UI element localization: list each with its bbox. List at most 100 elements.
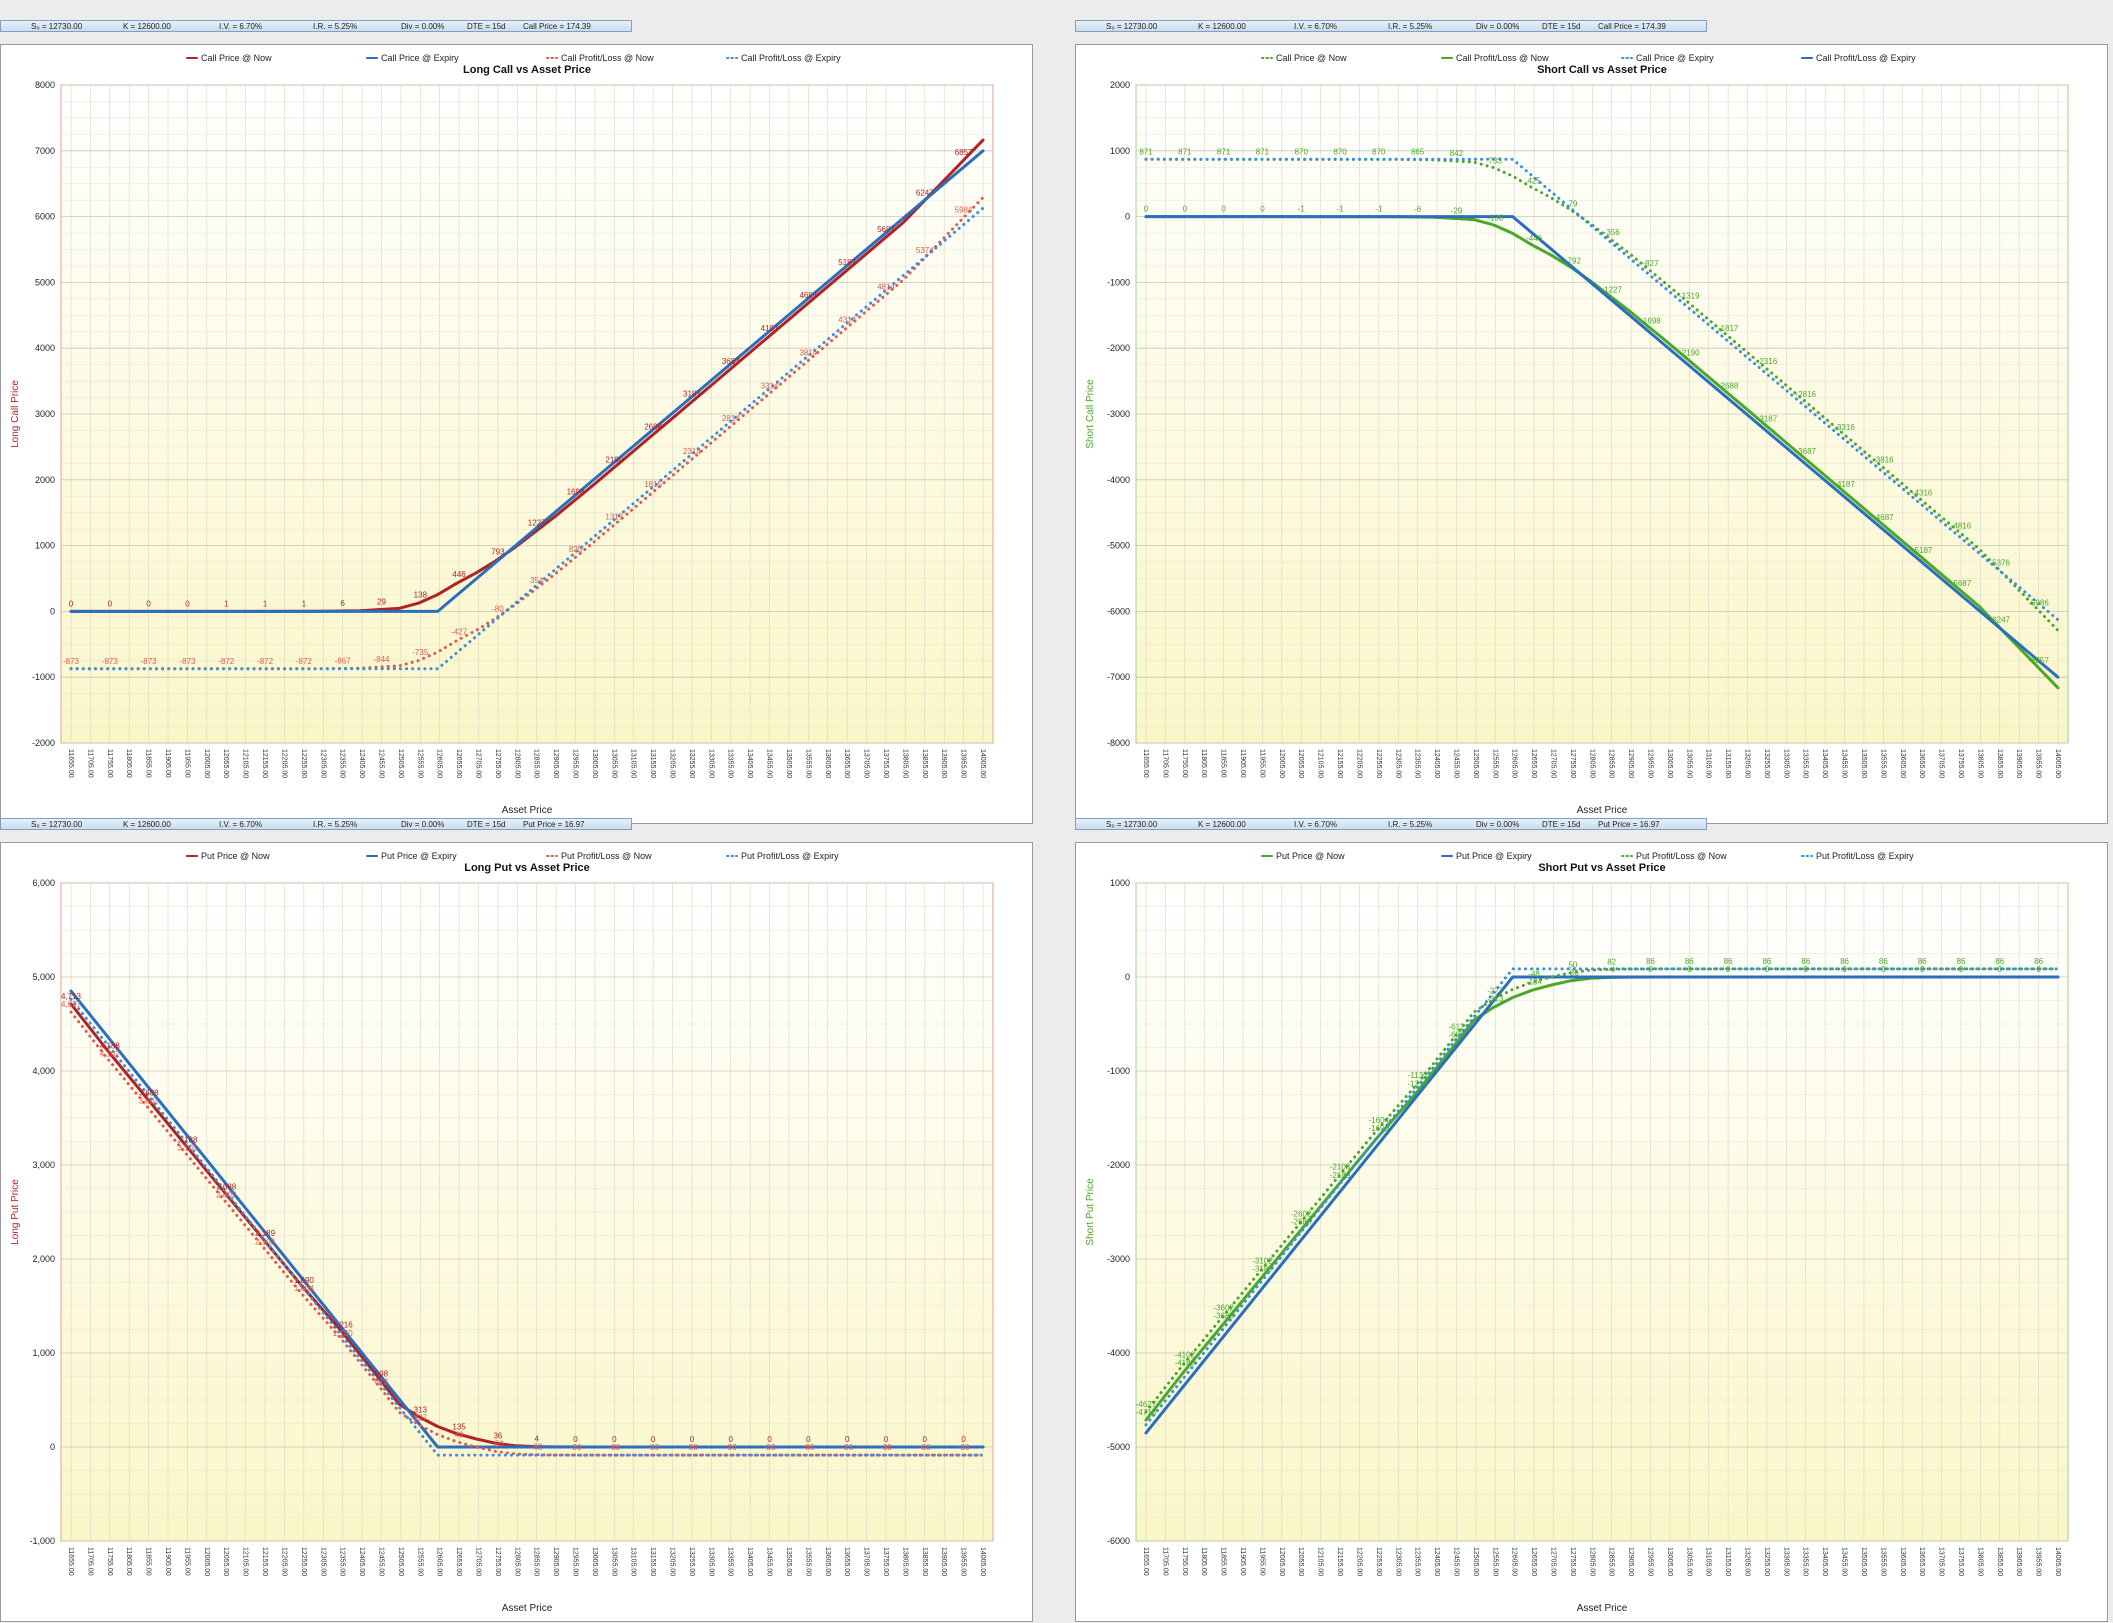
data-label: 2,688 [216,1182,237,1191]
series-line [1144,157,2060,622]
y-axis-label: Short Put Price [1085,1178,1096,1246]
data-label: -5187 [1912,546,1933,555]
legend-label: Call Profit/Loss @ Expiry [1816,53,1916,63]
data-label: -3687 [1796,447,1817,456]
parameter-value: S₀ = 12730.00 [1106,22,1158,31]
x-tick-label: 13655.00 [843,1547,850,1576]
data-label: -4102 [1175,1351,1196,1360]
data-label: 0 [1881,965,1886,974]
data-label: 29 [377,597,386,606]
data-label: -48 [1528,970,1540,979]
x-tick-label: 13355.00 [727,749,734,778]
data-label: -827 [1643,259,1660,268]
x-tick-label: 13205.00 [1744,749,1751,778]
data-label: 425 [1527,177,1541,186]
parameter-value: Put Price = 16.97 [1598,820,1660,829]
y-tick-label: 8000 [35,80,55,90]
x-tick-label: 12355.00 [339,749,346,778]
data-label: -138 [1487,214,1504,223]
x-tick-label: 11955.00 [1258,749,1265,778]
data-label: -4316 [1912,489,1933,498]
x-tick-label: 13905.00 [2015,749,2022,778]
y-tick-label: 2000 [1110,80,1130,90]
x-tick-label: 13105.00 [630,749,637,778]
x-tick-label: 13705.00 [863,1547,870,1576]
x-tick-label: 12055.00 [222,749,229,778]
x-tick-label: 12105.00 [242,749,249,778]
data-label: 4687 [799,291,817,300]
x-tick-label: 12155.00 [1336,749,1343,778]
parameter-value: S₀ = 12730.00 [31,22,83,31]
data-label: 50 [1568,960,1577,969]
data-label: 79 [1568,199,1577,208]
data-label: -844 [373,655,390,664]
x-tick-label: 13805.00 [1976,1547,1983,1576]
data-label: -2602 [1291,1210,1312,1219]
data-label: 6 [340,599,345,608]
data-label: 5187 [838,258,856,267]
data-label: 86 [1995,957,2004,966]
data-label: -86 [570,1443,582,1452]
x-tick-label: 13605.00 [1899,1547,1906,1576]
data-label: -86 [958,1443,970,1452]
x-tick-label: 13255.00 [688,1547,695,1576]
data-label: -86 [803,1443,815,1452]
y-tick-label: -4000 [1107,475,1130,485]
series-line [1144,215,2060,679]
x-tick-label: 14005.00 [979,1547,986,1576]
x-tick-label: 11905.00 [1239,1547,1246,1576]
parameter-value: I.R. = 5.25% [313,22,358,31]
x-tick-label: 11655.00 [1142,1547,1149,1576]
data-label: -86 [764,1443,776,1452]
x-axis-label: Asset Price [502,805,553,816]
x-tick-label: 12605.00 [1511,749,1518,778]
data-label: 5374 [916,246,934,255]
data-label: -873 [141,657,158,666]
parameter-value: S₀ = 12730.00 [1106,820,1158,829]
data-label: 0 [1804,965,1809,974]
parameter-value: I.V. = 6.70% [219,22,263,31]
x-tick-label: 12705.00 [474,749,481,778]
x-tick-label: 12505.00 [397,1547,404,1576]
series-line [1144,967,2060,1427]
y-axis-label: Short Call Price [1085,379,1096,449]
data-label: 0 [1920,965,1925,974]
chart-title: Short Put vs Asset Price [1538,862,1665,874]
data-label: 2688 [644,423,662,432]
data-label: -4713 [1136,1408,1157,1417]
data-label: 871 [1256,147,1270,156]
x-tick-label: 13755.00 [882,749,889,778]
data-label: 871 [1178,147,1192,156]
parameter-value: K = 12600.00 [1198,820,1246,829]
data-label: -3816 [1873,456,1894,465]
data-label: -4687 [1873,513,1894,522]
data-label: 1 [224,599,229,608]
x-tick-label: 12005.00 [1278,1547,1285,1576]
data-label: 3,102 [177,1143,198,1152]
x-tick-label: 11905.00 [164,1547,171,1576]
x-tick-label: 13505.00 [1860,1547,1867,1576]
x-tick-label: 14005.00 [979,749,986,778]
x-tick-label: 11905.00 [1239,749,1246,778]
data-label: -873 [63,657,80,666]
x-tick-label: 12755.00 [1569,749,1576,778]
x-tick-label: 12655.00 [1530,749,1537,778]
x-tick-label: 13605.00 [824,1547,831,1576]
data-label: -6857 [2028,656,2049,665]
data-label: -82 [531,1443,543,1452]
x-tick-label: 12405.00 [358,1547,365,1576]
x-tick-label: 13555.00 [804,749,811,778]
data-label: 0 [1842,965,1847,974]
x-tick-label: 13155.00 [649,1547,656,1576]
data-label: 86 [2034,957,2043,966]
x-tick-label: 13155.00 [1724,1547,1731,1576]
data-label: -1319 [1679,291,1700,300]
x-tick-label: 11805.00 [125,749,132,778]
x-tick-label: 12705.00 [1549,749,1556,778]
data-label: -5986 [2028,598,2049,607]
x-tick-label: 13055.00 [1685,1547,1692,1576]
x-tick-label: 12105.00 [1317,749,1324,778]
x-tick-label: 12555.00 [416,749,423,778]
y-tick-label: -5000 [1107,1442,1130,1452]
data-label: 870 [1333,147,1347,156]
